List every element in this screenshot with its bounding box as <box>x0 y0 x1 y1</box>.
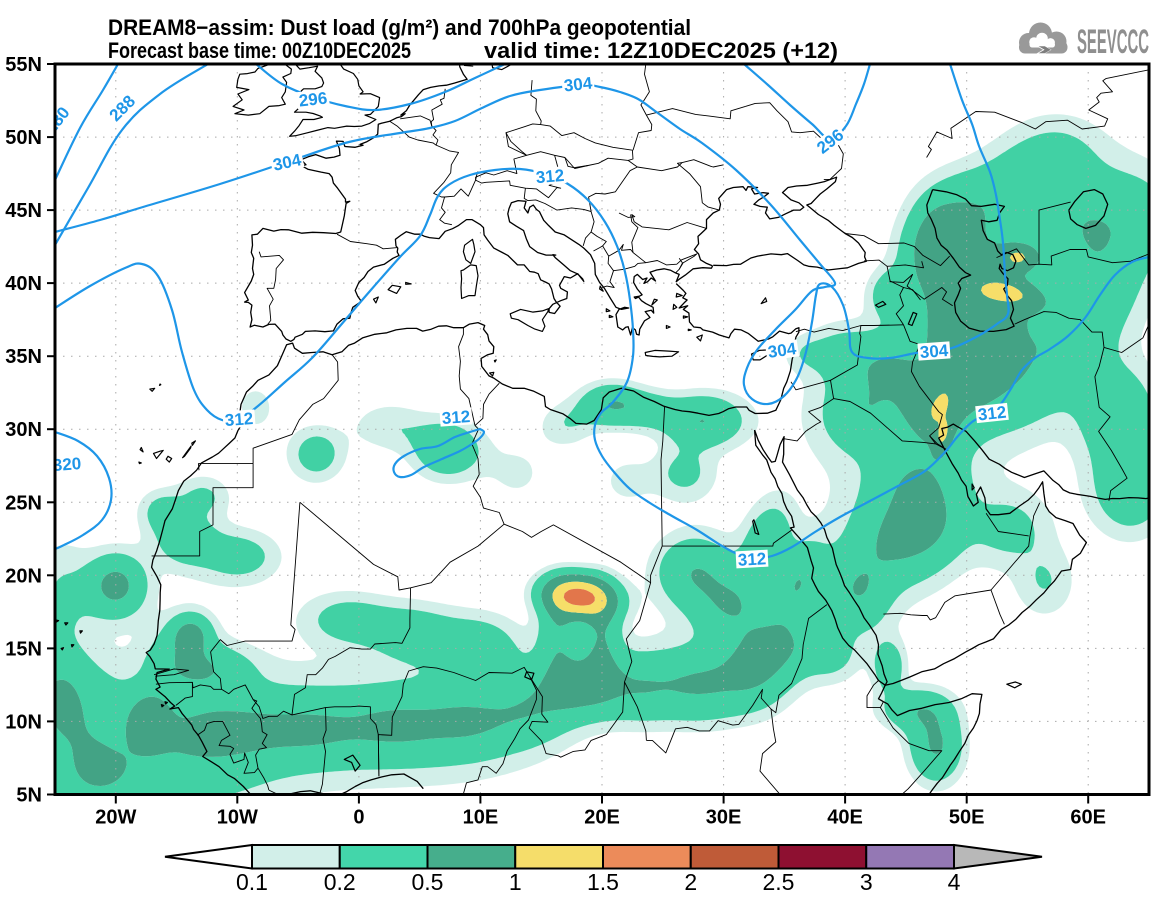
svg-text:2: 2 <box>684 869 697 895</box>
svg-text:15N: 15N <box>5 638 42 660</box>
svg-text:0: 0 <box>353 807 364 829</box>
svg-text:320: 320 <box>52 454 82 475</box>
svg-text:60E: 60E <box>1070 807 1106 829</box>
svg-text:0.1: 0.1 <box>236 869 268 895</box>
svg-text:55N: 55N <box>5 54 42 76</box>
svg-text:4: 4 <box>948 869 961 895</box>
svg-text:25N: 25N <box>5 492 42 514</box>
svg-text:valid time: 12Z10DEC2025 (+12): valid time: 12Z10DEC2025 (+12) <box>484 38 838 63</box>
svg-text:312: 312 <box>441 407 471 428</box>
svg-text:296: 296 <box>298 89 328 111</box>
svg-text:30N: 30N <box>5 419 42 441</box>
svg-text:10E: 10E <box>463 807 499 829</box>
svg-text:10N: 10N <box>5 711 42 733</box>
svg-text:1: 1 <box>509 869 522 895</box>
svg-text:312: 312 <box>977 403 1007 425</box>
svg-text:5N: 5N <box>16 785 42 807</box>
svg-text:Forecast base time: 00Z10DEC20: Forecast base time: 00Z10DEC2025 <box>108 38 411 63</box>
svg-text:3: 3 <box>860 869 873 895</box>
svg-text:40N: 40N <box>5 273 42 295</box>
svg-text:10W: 10W <box>217 807 258 829</box>
svg-text:SEEVCCC: SEEVCCC <box>1077 23 1149 61</box>
svg-text:1.5: 1.5 <box>587 869 619 895</box>
svg-text:312: 312 <box>737 549 766 569</box>
svg-text:2.5: 2.5 <box>763 869 795 895</box>
svg-text:30E: 30E <box>706 807 742 829</box>
svg-text:50E: 50E <box>949 807 985 829</box>
svg-text:312: 312 <box>535 166 565 187</box>
svg-text:0.5: 0.5 <box>412 869 444 895</box>
svg-text:312: 312 <box>224 409 254 430</box>
svg-text:0.2: 0.2 <box>324 869 356 895</box>
svg-text:50N: 50N <box>5 127 42 149</box>
svg-text:304: 304 <box>563 74 594 96</box>
svg-text:40E: 40E <box>827 807 863 829</box>
svg-text:20E: 20E <box>584 807 620 829</box>
svg-text:35N: 35N <box>5 346 42 368</box>
svg-text:DREAM8−assim: Dust load (g/m²): DREAM8−assim: Dust load (g/m²) and 700hP… <box>108 15 691 40</box>
svg-text:304: 304 <box>767 339 798 362</box>
svg-text:20N: 20N <box>5 565 42 587</box>
svg-text:304: 304 <box>919 341 949 362</box>
svg-text:45N: 45N <box>5 200 42 222</box>
svg-text:20W: 20W <box>95 807 136 829</box>
